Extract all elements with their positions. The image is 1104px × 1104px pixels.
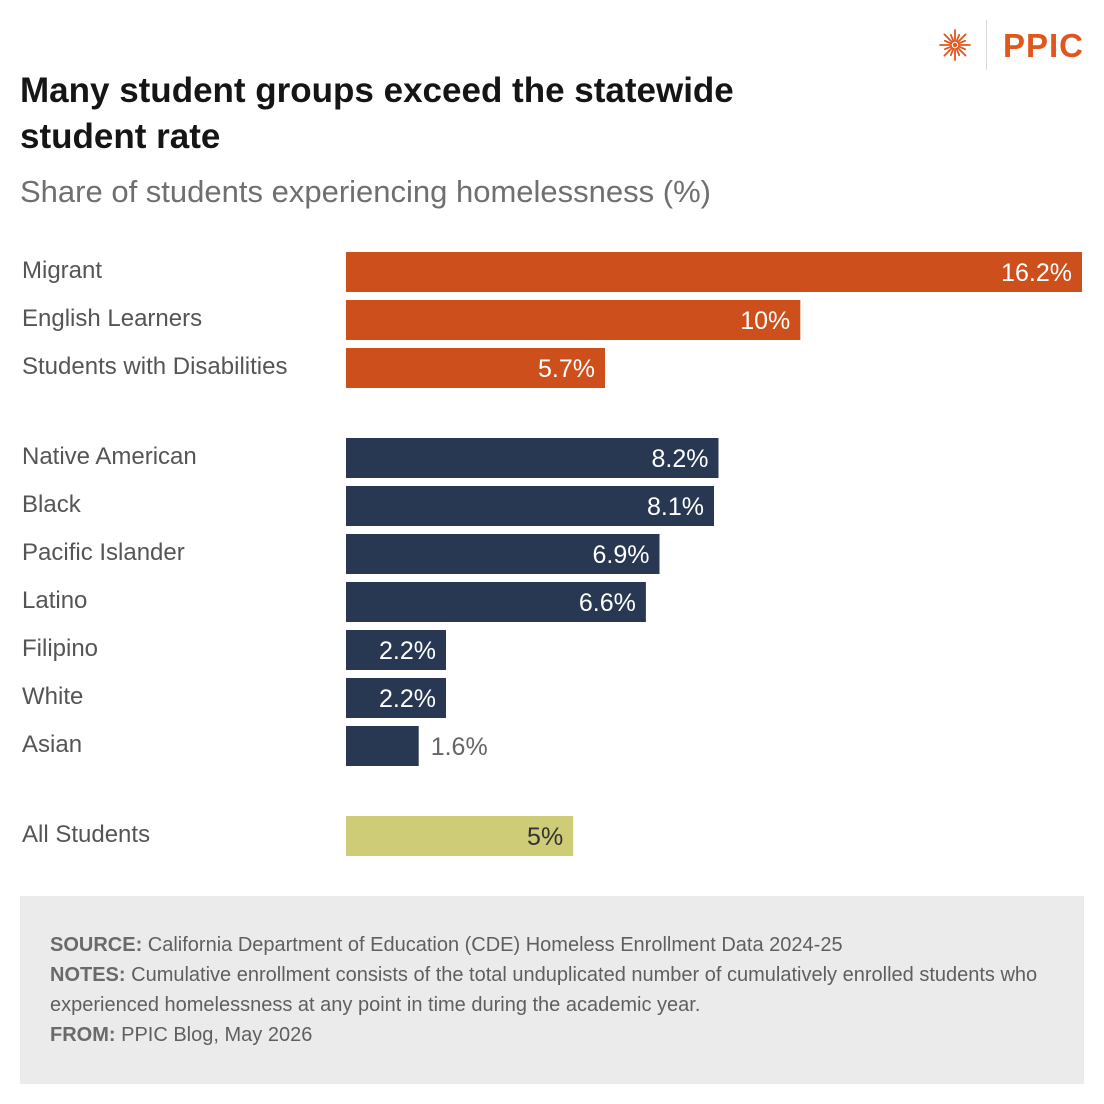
category-label-asian: Asian (22, 731, 82, 758)
starburst-icon (939, 29, 971, 61)
value-label-all-students: 5% (527, 823, 563, 851)
bar-latino (346, 582, 646, 622)
category-label-students-with-disabilities: Students with Disabilities (22, 353, 287, 380)
from-text: PPIC Blog, May 2026 (121, 1024, 313, 1046)
category-label-latino: Latino (22, 587, 87, 614)
notes-text: Cumulative enrollment consists of the to… (50, 964, 1038, 1016)
bar-english-learners (346, 300, 801, 340)
bar-white (346, 678, 446, 718)
value-label-english-learners: 10% (740, 307, 790, 335)
logo-text: PPIC (1002, 26, 1084, 64)
bar-chart: Migrant 16.2% English Learners 10% Students … (22, 252, 1082, 856)
bar-asian (346, 726, 419, 766)
category-label-black: Black (22, 491, 82, 518)
category-label-white: White (22, 683, 83, 710)
chart-subtitle: Share of students experiencing homelessn… (20, 174, 711, 209)
from-line: FROM: PPIC Blog, May 2026 (50, 1020, 1054, 1050)
ppic-logo: PPIC (938, 20, 1084, 70)
bar-pacific-islander (346, 534, 660, 574)
source-label: SOURCE: (50, 934, 143, 956)
value-label-black: 8.1% (647, 493, 704, 521)
category-label-pacific-islander: Pacific Islander (22, 539, 185, 566)
category-label-migrant: Migrant (22, 257, 102, 284)
value-label-pacific-islander: 6.9% (593, 541, 650, 569)
bar-students-with-disabilities (346, 348, 605, 388)
source-text: California Department of Education (CDE)… (147, 934, 843, 956)
value-label-filipino: 2.2% (379, 637, 436, 665)
bar-migrant (346, 252, 1082, 292)
value-label-asian: 1.6% (431, 733, 488, 761)
value-label-students-with-disabilities: 5.7% (538, 355, 595, 383)
notes-label: NOTES: (50, 964, 126, 986)
value-label-native-american: 8.2% (652, 445, 709, 473)
bar-black (346, 486, 714, 526)
bar-native-american (346, 438, 719, 478)
chart-title: Many student groups exceed the statewide… (20, 71, 734, 156)
from-label: FROM: (50, 1024, 116, 1046)
category-label-english-learners: English Learners (22, 305, 202, 332)
bar-filipino (346, 630, 446, 670)
notes-line: NOTES: Cumulative enrollment consists of… (50, 960, 1054, 1020)
value-label-white: 2.2% (379, 685, 436, 713)
category-label-native-american: Native American (22, 443, 197, 470)
logo-divider (985, 20, 987, 70)
value-label-latino: 6.6% (579, 589, 636, 617)
category-label-filipino: Filipino (22, 635, 98, 662)
value-label-migrant: 16.2% (1001, 259, 1072, 287)
source-line: SOURCE: California Department of Educati… (50, 930, 1054, 960)
category-label-all-students: All Students (22, 821, 150, 848)
bar-all-students (346, 816, 574, 856)
source-notes-box: SOURCE: California Department of Educati… (20, 896, 1084, 1084)
